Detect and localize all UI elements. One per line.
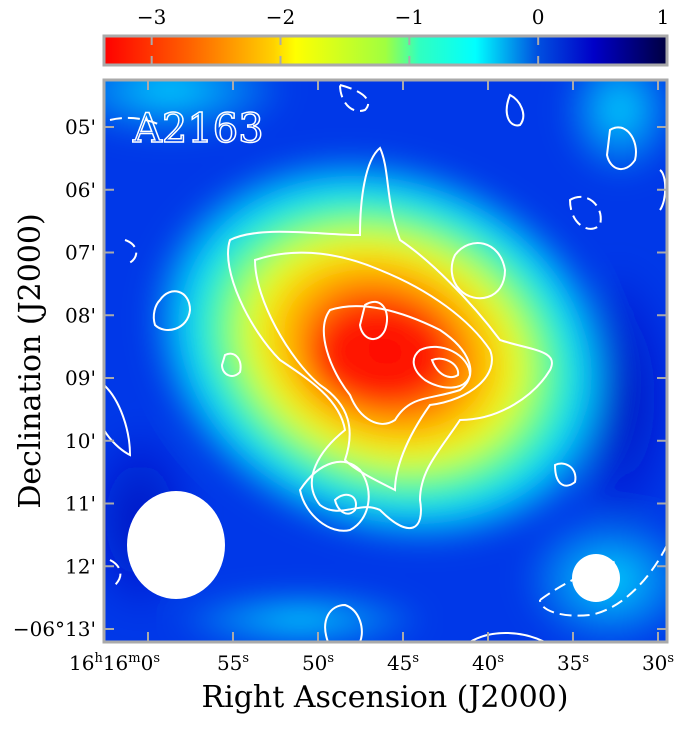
contours — [104, 93, 667, 642]
colorbar-gradient — [102, 34, 669, 67]
y-tick-label: 05' — [65, 115, 96, 139]
negative-contour — [124, 239, 138, 266]
contour — [450, 242, 507, 300]
emission-core — [310, 305, 450, 405]
contour — [104, 384, 132, 457]
contour — [253, 251, 493, 492]
y-tick-label: 11' — [65, 492, 96, 516]
negative-contour — [109, 116, 161, 126]
contour — [553, 462, 577, 487]
y-tick-label: 06' — [65, 178, 96, 202]
colorbar: −3 −2 −1 0 1 — [102, 5, 670, 67]
contour — [322, 305, 472, 425]
contour — [324, 603, 363, 642]
y-tick-label: 09' — [65, 366, 96, 390]
colorbar-tick-label: 0 — [532, 5, 545, 29]
map-frame — [102, 78, 669, 644]
x-tick-label: 35s — [557, 651, 589, 675]
contour — [358, 300, 388, 340]
negative-contour — [339, 84, 370, 112]
x-tick-label: 55s — [217, 651, 249, 675]
cyan-region — [560, 80, 667, 180]
contour — [430, 357, 460, 379]
colorbar-tick-label: −3 — [137, 5, 166, 29]
colorbar-tick-label: 1 — [657, 5, 670, 29]
beam-small — [572, 554, 620, 602]
x-tick-label: 16h16m0s — [69, 651, 160, 675]
cyan-region — [104, 80, 290, 140]
y-tick-label: −06°13' — [13, 617, 96, 641]
cyan-region — [170, 590, 430, 642]
y-tick-label: 10' — [65, 429, 96, 453]
contour — [298, 460, 370, 532]
negative-contour — [568, 195, 602, 230]
contour — [152, 290, 192, 331]
x-tick-label: 50s — [302, 651, 334, 675]
x-tick-label: 40s — [472, 651, 504, 675]
contour-outer — [227, 146, 553, 530]
colorbar-tick-label: −2 — [266, 5, 295, 29]
contour — [220, 352, 242, 377]
x-tick-label: 45s — [387, 651, 419, 675]
y-tick-label: 12' — [65, 554, 96, 578]
contour — [412, 345, 472, 389]
contour — [605, 126, 637, 170]
contour — [659, 169, 667, 211]
beam-large — [127, 491, 225, 599]
y-tick-label: 08' — [65, 303, 96, 327]
y-axis-label: Declination (J2000) — [13, 213, 48, 508]
contour — [333, 493, 357, 515]
negative-contour — [109, 559, 122, 586]
cluster-label: A2163 — [132, 106, 264, 152]
contour — [505, 93, 525, 127]
x-axis-label: Right Ascension (J2000) — [202, 680, 569, 715]
map-panel: A2163 — [104, 80, 667, 642]
x-tick-label: 30s — [642, 651, 674, 675]
contour — [469, 632, 546, 642]
colorbar-tick-label: −1 — [395, 5, 424, 29]
y-tick-label: 07' — [65, 241, 96, 265]
